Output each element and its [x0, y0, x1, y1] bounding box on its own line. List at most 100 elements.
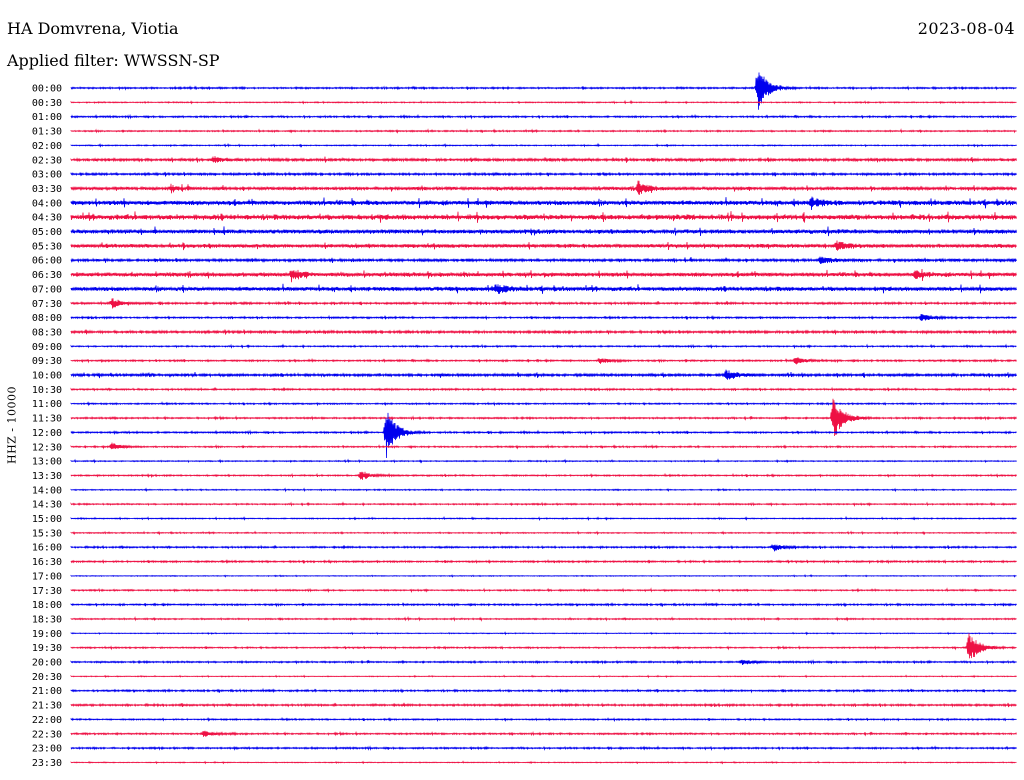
row-time-label: 00:00 — [32, 84, 62, 95]
row-time-label: 05:00 — [32, 227, 62, 238]
row-time-label: 09:00 — [32, 342, 62, 353]
trace-line — [70, 369, 1017, 380]
trace-line — [70, 633, 1017, 659]
trace-line — [70, 240, 1017, 251]
trace-line — [70, 601, 1017, 608]
trace-line — [70, 471, 1017, 480]
row-time-label: 06:30 — [32, 270, 62, 281]
trace-line — [70, 730, 1017, 737]
row-time-label: 20:00 — [32, 658, 62, 669]
trace-line — [70, 283, 1017, 294]
row-time-label: 03:30 — [32, 184, 62, 195]
trace-line — [70, 99, 1017, 105]
trace-line — [70, 587, 1017, 594]
trace-line — [70, 268, 1017, 283]
trace-line — [70, 716, 1017, 723]
trace-line — [70, 442, 1017, 450]
trace-line — [70, 412, 1017, 459]
filter-value: WWSSN-SP — [123, 51, 220, 70]
row-time-label: 08:30 — [32, 327, 62, 338]
row-time-label: 04:00 — [32, 198, 62, 209]
row-time-label: 15:00 — [32, 514, 62, 525]
date-label: 2023-08-04 — [917, 19, 1015, 38]
trace-line — [70, 313, 1017, 321]
trace-line — [70, 343, 1017, 350]
trace-line — [70, 501, 1017, 508]
trace-line — [70, 401, 1017, 407]
row-time-label: 17:30 — [32, 586, 62, 597]
trace-line — [70, 615, 1017, 622]
row-time-label: 03:00 — [32, 170, 62, 181]
row-time-label: 18:00 — [32, 600, 62, 611]
row-time-label: 15:30 — [32, 528, 62, 539]
row-time-label: 19:00 — [32, 629, 62, 640]
trace-line — [70, 196, 1017, 211]
trace-line — [70, 357, 1017, 365]
row-time-label: 00:30 — [32, 98, 62, 109]
row-time-label: 11:00 — [32, 399, 62, 410]
row-time-label: 20:30 — [32, 672, 62, 683]
row-time-label: 12:30 — [32, 442, 62, 453]
row-time-label: 21:00 — [32, 686, 62, 697]
trace-line — [70, 180, 1017, 195]
row-time-label: 16:00 — [32, 543, 62, 554]
trace-line — [70, 398, 1017, 437]
trace-line — [70, 702, 1017, 708]
trace-line — [70, 72, 1017, 110]
trace-line — [70, 128, 1017, 134]
trace-line — [70, 113, 1017, 120]
row-time-label: 06:00 — [32, 256, 62, 267]
trace-line — [70, 487, 1017, 493]
row-time-label: 09:30 — [32, 356, 62, 367]
trace-line — [70, 659, 1017, 665]
station-title: HA Domvrena, Viotia — [7, 19, 179, 38]
trace-line — [70, 674, 1017, 679]
row-time-label: 18:30 — [32, 614, 62, 625]
row-time-label: 12:00 — [32, 428, 62, 439]
trace-line — [70, 687, 1017, 694]
row-time-label: 02:00 — [32, 141, 62, 152]
row-time-label: 02:30 — [32, 155, 62, 166]
trace-line — [70, 171, 1017, 177]
row-time-label: 04:30 — [32, 213, 62, 224]
row-time-label: 08:00 — [32, 313, 62, 324]
row-time-label: 21:30 — [32, 701, 62, 712]
filter-label-prefix: Applied filter: — [7, 51, 119, 70]
row-time-label: 13:30 — [32, 471, 62, 482]
trace-line — [70, 745, 1017, 751]
row-time-label: 23:30 — [32, 758, 62, 769]
trace-line — [70, 329, 1017, 335]
row-time-label: 07:00 — [32, 284, 62, 295]
row-time-label: 23:00 — [32, 744, 62, 755]
trace-line — [70, 515, 1017, 522]
trace-line — [70, 631, 1017, 636]
trace-line — [70, 386, 1017, 392]
row-time-label: 22:00 — [32, 715, 62, 726]
row-time-label: 14:30 — [32, 500, 62, 511]
row-time-label: 16:30 — [32, 557, 62, 568]
trace-line — [70, 558, 1017, 565]
row-time-label: 13:00 — [32, 457, 62, 468]
trace-line — [70, 156, 1017, 163]
row-time-label: 01:00 — [32, 112, 62, 123]
trace-line — [70, 544, 1017, 552]
row-time-label: 07:30 — [32, 299, 62, 310]
trace-line — [70, 530, 1017, 536]
trace-line — [70, 458, 1017, 464]
trace-line — [70, 226, 1017, 237]
trace-line — [70, 298, 1017, 309]
row-time-label: 11:30 — [32, 414, 62, 425]
trace-line — [70, 573, 1017, 578]
filter-label: Applied filter: WWSSN-SP — [7, 51, 220, 70]
trace-line — [70, 211, 1017, 223]
row-time-label: 10:00 — [32, 371, 62, 382]
row-time-label: 05:30 — [32, 241, 62, 252]
trace-line — [70, 760, 1017, 765]
row-time-label: 01:30 — [32, 127, 62, 138]
row-time-label: 19:30 — [32, 643, 62, 654]
row-time-label: 17:00 — [32, 571, 62, 582]
row-time-label: 14:00 — [32, 485, 62, 496]
trace-line — [70, 256, 1017, 265]
row-time-label: 10:30 — [32, 385, 62, 396]
